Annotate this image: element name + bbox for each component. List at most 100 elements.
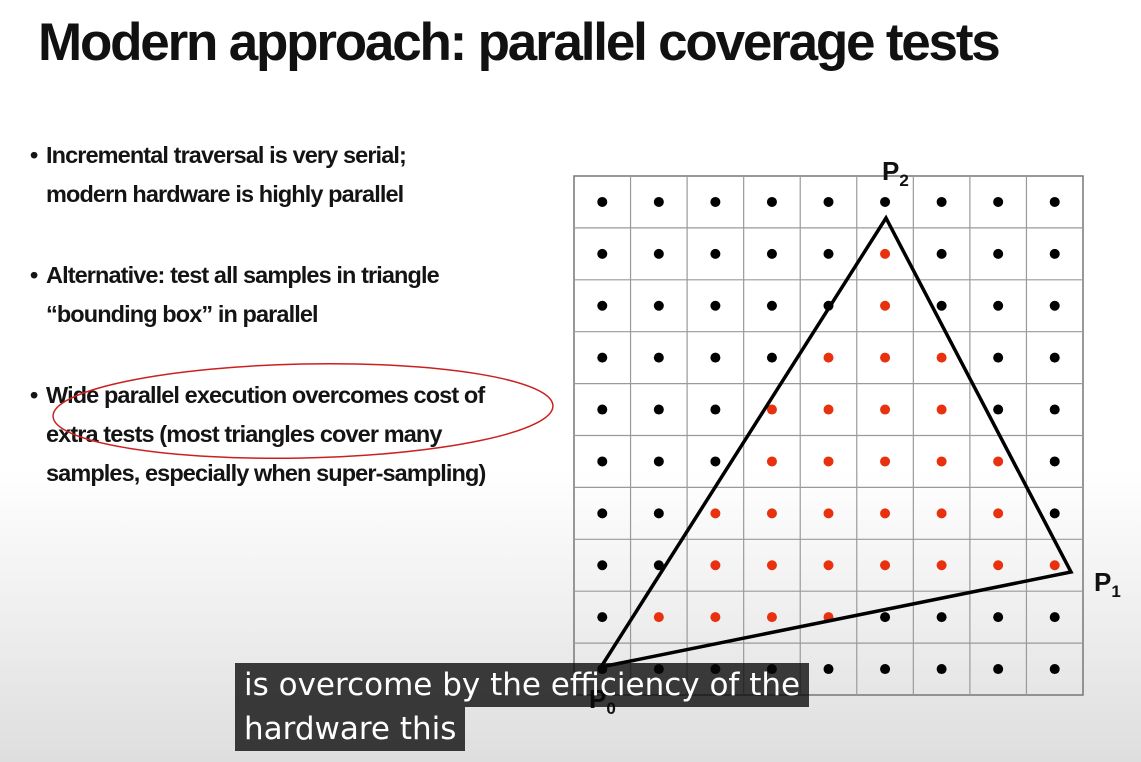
covered-sample-point bbox=[993, 508, 1004, 519]
bullet-2-line-2: “bounding box” in parallel bbox=[46, 301, 319, 327]
sample-point bbox=[936, 248, 947, 259]
covered-sample-point bbox=[880, 560, 891, 571]
sample-point bbox=[993, 612, 1004, 623]
caption-line-2: hardware this bbox=[235, 707, 466, 751]
covered-sample-point bbox=[766, 612, 777, 623]
sample-point bbox=[993, 404, 1004, 415]
sample-point bbox=[710, 352, 721, 363]
sample-point bbox=[710, 300, 721, 311]
covered-sample-point bbox=[710, 508, 721, 519]
covered-sample-point bbox=[710, 612, 721, 623]
sample-point bbox=[653, 404, 664, 415]
covered-sample-point bbox=[993, 456, 1004, 467]
covered-sample-point bbox=[766, 560, 777, 571]
bullet-3-line-3: samples, especially when super-sampling) bbox=[46, 460, 486, 486]
sample-point bbox=[823, 196, 834, 207]
sample-point bbox=[653, 456, 664, 467]
sample-point bbox=[1049, 456, 1060, 467]
sample-point bbox=[1049, 508, 1060, 519]
sample-point bbox=[597, 196, 608, 207]
sample-point bbox=[766, 248, 777, 259]
sample-point bbox=[1049, 404, 1060, 415]
sample-point bbox=[766, 196, 777, 207]
bullet-1-line-2: modern hardware is highly parallel bbox=[46, 181, 404, 207]
bullet-item-2: • Alternative: test all samples in trian… bbox=[30, 256, 570, 334]
covered-sample-point bbox=[880, 456, 891, 467]
covered-sample-point bbox=[823, 404, 834, 415]
sample-point bbox=[1049, 196, 1060, 207]
sample-point bbox=[653, 560, 664, 571]
sample-point bbox=[710, 456, 721, 467]
covered-sample-point bbox=[936, 352, 947, 363]
sample-point bbox=[597, 560, 608, 571]
covered-sample-point bbox=[653, 612, 664, 623]
sample-point bbox=[710, 196, 721, 207]
covered-sample-point bbox=[880, 248, 891, 259]
sample-point bbox=[993, 248, 1004, 259]
sample-point bbox=[936, 612, 947, 623]
sample-point bbox=[597, 248, 608, 259]
sample-point bbox=[710, 404, 721, 415]
sample-point bbox=[1049, 612, 1060, 623]
covered-sample-point bbox=[823, 508, 834, 519]
sample-point bbox=[880, 664, 891, 675]
sample-point bbox=[880, 612, 891, 623]
bullet-2-line-1: Alternative: test all samples in triangl… bbox=[46, 262, 440, 288]
triangle bbox=[597, 214, 1074, 670]
sample-point bbox=[823, 664, 834, 675]
sample-point bbox=[766, 300, 777, 311]
covered-sample-point bbox=[880, 508, 891, 519]
covered-sample-point bbox=[1049, 560, 1060, 571]
sample-point bbox=[653, 508, 664, 519]
covered-sample-point bbox=[880, 404, 891, 415]
sample-point bbox=[880, 196, 891, 207]
sample-point bbox=[993, 352, 1004, 363]
covered-sample-point bbox=[936, 456, 947, 467]
sample-point bbox=[653, 196, 664, 207]
sample-point bbox=[1049, 300, 1060, 311]
covered-sample-point bbox=[936, 404, 947, 415]
sample-point bbox=[597, 352, 608, 363]
video-caption: is overcome by the efficiency of the har… bbox=[235, 663, 810, 751]
sample-points bbox=[597, 196, 1060, 675]
covered-sample-point bbox=[823, 456, 834, 467]
sample-point bbox=[597, 404, 608, 415]
sample-point bbox=[936, 300, 947, 311]
sample-point bbox=[597, 300, 608, 311]
sample-point bbox=[597, 508, 608, 519]
sample-point bbox=[597, 612, 608, 623]
sample-point bbox=[653, 352, 664, 363]
bullet-3-line-2: extra tests (most triangles cover many bbox=[46, 421, 442, 447]
sample-point bbox=[1049, 352, 1060, 363]
sample-point bbox=[653, 248, 664, 259]
bullet-1-line-1: Incremental traversal is very serial; bbox=[46, 142, 407, 168]
covered-sample-point bbox=[936, 560, 947, 571]
bullet-item-1: • Incremental traversal is very serial; … bbox=[30, 136, 570, 214]
sample-point bbox=[766, 352, 777, 363]
vertex-label-p2: P2 bbox=[882, 156, 909, 190]
sample-point bbox=[993, 196, 1004, 207]
covered-sample-point bbox=[936, 508, 947, 519]
bullet-item-3: • Wide parallel execution overcomes cost… bbox=[30, 376, 570, 493]
sample-point bbox=[1049, 248, 1060, 259]
sample-point bbox=[710, 248, 721, 259]
sample-point bbox=[936, 196, 947, 207]
bullet-symbol: • bbox=[30, 142, 38, 168]
caption-line-1: is overcome by the efficiency of the bbox=[235, 663, 810, 707]
bullet-list: • Incremental traversal is very serial; … bbox=[30, 136, 570, 535]
covered-sample-point bbox=[880, 300, 891, 311]
bullet-symbol: • bbox=[30, 262, 38, 288]
sample-point bbox=[993, 664, 1004, 675]
sample-point bbox=[597, 456, 608, 467]
covered-sample-point bbox=[993, 560, 1004, 571]
sample-point bbox=[823, 248, 834, 259]
annotation-ellipse bbox=[52, 362, 554, 460]
sample-point bbox=[993, 300, 1004, 311]
covered-sample-point bbox=[710, 560, 721, 571]
vertex-label-p1: P1 bbox=[1094, 567, 1121, 601]
covered-sample-point bbox=[766, 404, 777, 415]
slide-title: Modern approach: parallel coverage tests bbox=[38, 13, 1001, 72]
covered-sample-point bbox=[823, 352, 834, 363]
sample-point bbox=[653, 300, 664, 311]
